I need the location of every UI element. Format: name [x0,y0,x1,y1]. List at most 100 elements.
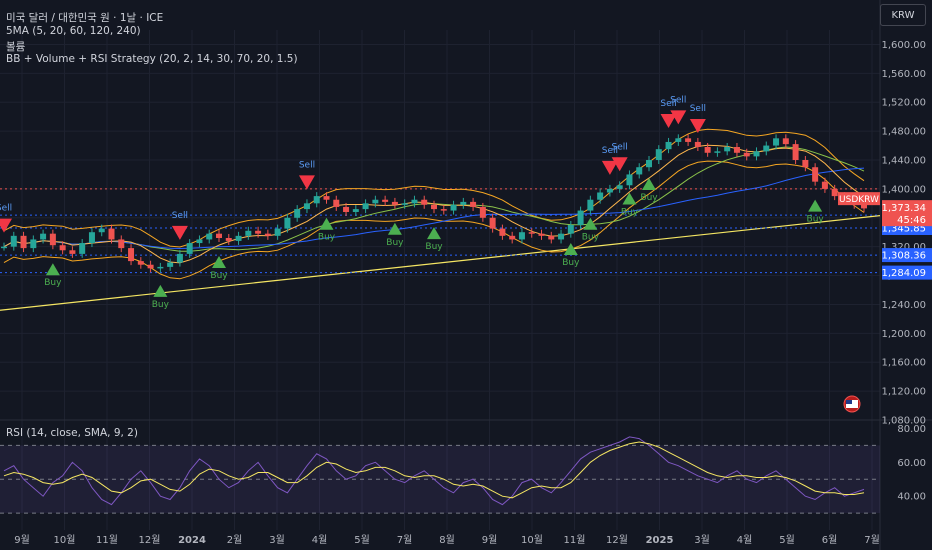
buy-label: Buy [386,238,404,248]
sell-marker [660,113,677,128]
candle-body [137,261,144,265]
buy-marker [387,222,402,235]
candle-body [1,246,7,249]
time-axis-label: 12월 [606,534,628,546]
candle-body [118,239,125,249]
candle-body [255,230,262,234]
candle-body [391,201,398,205]
candle-body [274,228,281,236]
candle-body [157,266,164,269]
candle-body [558,233,565,240]
price-axis-label: 1,200.00 [881,329,926,340]
candle-body [587,199,594,211]
time-axis-label: 3월 [694,534,710,546]
buy-marker [319,217,334,230]
buy-label: Buy [640,193,658,203]
buy-marker [583,217,598,230]
time-axis-label: 9월 [482,534,498,546]
candle-body [773,138,780,146]
buy-label: Buy [152,300,170,310]
buy-label: Buy [621,207,639,217]
candle-body [421,199,428,205]
candle-body [382,199,389,202]
rsi-indicator-label[interactable]: RSI (14, close, SMA, 9, 2) [6,427,138,439]
buy-label: Buy [562,258,580,268]
candle-body [665,141,672,150]
buy-marker [427,227,441,240]
candle-body [49,233,56,246]
candle-body [821,181,828,189]
rsi-ma-line [3,441,865,499]
candle-body [597,192,604,200]
candle-body [284,217,291,229]
symbol-label: USDKRW [839,195,879,205]
buy-marker [808,199,823,212]
candle-body [646,160,652,168]
candle-body [69,250,76,254]
buy-label: Buy [807,215,825,225]
price-axis-label: 1,520.00 [881,98,926,109]
time-axis-label: 2024 [178,535,206,546]
candle-body [79,243,86,254]
price-axis-label: 1,080.00 [881,416,926,427]
buy-label: Buy [44,278,62,288]
candle-body [704,147,711,153]
time-axis-label: 10월 [54,534,76,546]
candle-body [108,228,115,240]
sell-label: Sell [299,160,315,170]
volume-indicator-label[interactable]: 볼륨 [6,41,26,53]
sell-marker [611,157,628,172]
candle-body [294,209,301,218]
candle-body [10,235,17,247]
sell-label: Sell [172,211,188,221]
price-axis-label: 1,120.00 [881,387,926,398]
ma-indicator-label[interactable]: 5MA (5, 20, 60, 120, 240) [6,25,141,37]
candle-body [724,147,731,152]
time-axis-label: 7월 [864,534,880,546]
sell-label: Sell [612,142,628,152]
candle-body [411,199,418,204]
candle-body [431,204,437,210]
candle-body [128,248,135,262]
candle-body [782,138,789,145]
candle-body [30,239,37,249]
sell-marker [298,175,315,190]
us-flag-icon-canton [846,400,852,404]
candle-body [88,232,95,244]
candle-body [743,152,750,157]
strategy-indicator-label[interactable]: BB + Volume + RSI Strategy (20, 2, 14, 3… [6,53,298,65]
buy-marker [212,256,226,268]
time-axis-label: 9월 [14,534,30,546]
time-axis-label: 8월 [439,534,455,546]
candle-body [861,204,867,209]
sell-label: Sell [0,204,12,214]
chart-title: 미국 달러 / 대한민국 원 · 1날 · ICE [6,12,164,24]
buy-label: Buy [425,242,443,252]
rsi-axis-label: 80.00 [897,424,926,435]
time-axis-label: 5월 [779,534,795,546]
candle-body [577,210,584,225]
candle-body [548,235,555,240]
candle-body [216,233,222,238]
candle-body [450,204,457,211]
time-axis-label: 2월 [227,534,243,546]
price-axis-label: 1,440.00 [881,156,926,167]
time-axis-label: 11월 [564,534,586,546]
buy-marker [45,263,60,276]
candle-body [763,145,770,152]
candle-body [264,233,271,236]
candle-body [470,201,477,207]
candle-body [440,209,447,211]
candle-body [20,235,27,249]
time-axis-label: 2025 [646,535,674,546]
candle-body [489,217,496,229]
candle-body [655,149,662,160]
candle-body [694,141,701,147]
time-axis-label: 7월 [397,534,413,546]
candle-body [685,138,692,142]
currency-button[interactable]: KRW [880,4,926,26]
ma-120-line [3,167,865,250]
rsi-axis-label: 60.00 [897,458,926,469]
price-axis-label: 1,320.00 [881,242,926,253]
